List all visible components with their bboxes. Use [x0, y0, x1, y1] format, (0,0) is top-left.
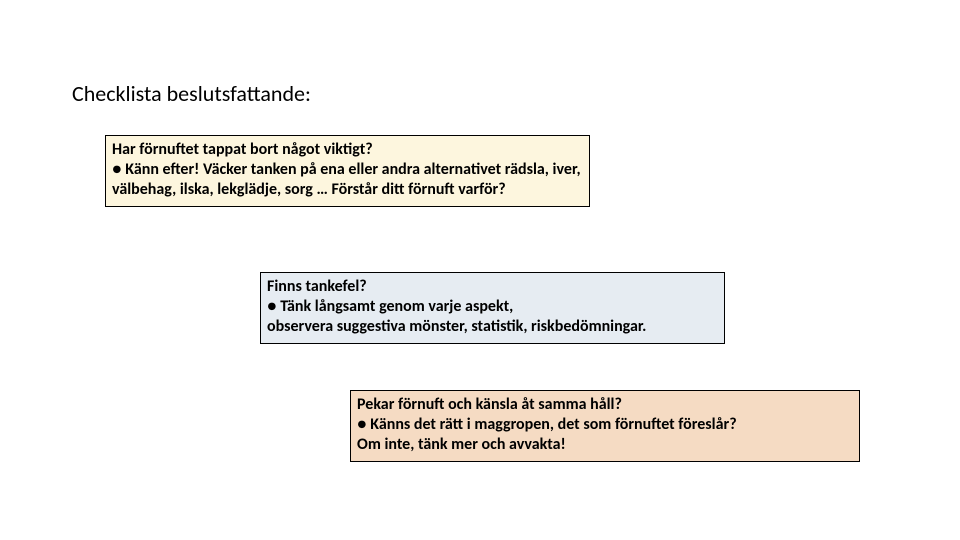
box2-bullet: ● Tänk långsamt genom varje aspekt, obse…	[267, 297, 718, 337]
checklist-box-2: Finns tankefel? ● Tänk långsamt genom va…	[260, 272, 725, 344]
box3-bullet: ● Känns det rätt i maggropen, det som fö…	[357, 415, 853, 455]
box2-question: Finns tankefel?	[267, 277, 718, 297]
box1-question: Har förnuftet tappat bort något viktigt?	[112, 140, 583, 160]
box3-question: Pekar förnuft och känsla åt samma håll?	[357, 395, 853, 415]
page-title: Checklista beslutsfattande:	[72, 80, 311, 107]
box1-bullet: ● Känn efter! Väcker tanken på ena eller…	[112, 160, 583, 200]
checklist-box-3: Pekar förnuft och känsla åt samma håll? …	[350, 390, 860, 462]
checklist-box-1: Har förnuftet tappat bort något viktigt?…	[105, 135, 590, 207]
slide: Checklista beslutsfattande: Har förnufte…	[0, 0, 960, 540]
